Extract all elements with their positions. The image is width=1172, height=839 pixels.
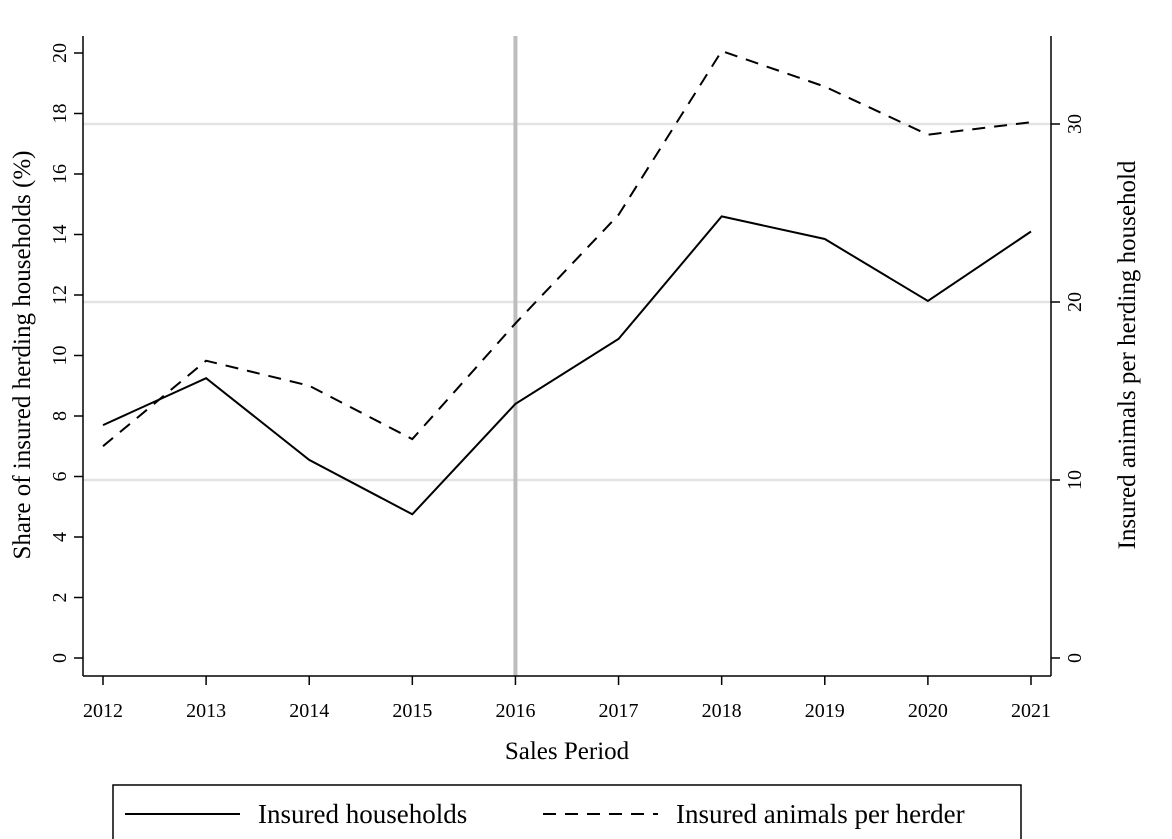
grid-layer [83, 122, 1051, 482]
y-left-tick-label: 2 [49, 593, 71, 603]
x-tick-label: 2013 [186, 700, 226, 722]
legend-label-insured-households: Insured households [258, 799, 467, 829]
y-left-tick-label: 6 [49, 472, 71, 482]
y-right-tick-label: 0 [1064, 653, 1086, 663]
y-left-tick-label: 12 [49, 285, 71, 305]
series-line-insured-animals [102, 49, 1032, 447]
legend-label-insured-animals: Insured animals per herder [676, 799, 965, 829]
legend: Insured households Insured animals per h… [112, 784, 1022, 839]
y-axis-right-title: Insured animals per herding household [1114, 160, 1141, 549]
legend-box [112, 784, 1022, 839]
x-tick-label: 2020 [908, 700, 948, 722]
x-tick-label: 2012 [83, 700, 123, 722]
y-left-tick-label: 18 [49, 104, 71, 124]
x-tick-label: 2021 [1011, 700, 1051, 722]
x-tick-label: 2018 [702, 700, 742, 722]
y-right-tick-label: 20 [1064, 292, 1086, 312]
y-left-tick-label: 8 [49, 411, 71, 421]
x-tick-label: 2014 [289, 700, 329, 722]
y-left-tick-label: 4 [49, 532, 71, 542]
y-right-tick-label: 30 [1064, 114, 1086, 134]
x-tick-label: 2017 [599, 700, 639, 722]
y-right-tick-label: 10 [1064, 470, 1086, 490]
y-left-tick-label: 0 [49, 653, 71, 663]
x-axis-title: Sales Period [505, 738, 630, 765]
y-axis-left-title: Share of insured herding households (%) [9, 151, 36, 560]
series-line-insured-households [102, 215, 1032, 516]
y-left-tick-label: 20 [49, 43, 71, 63]
x-tick-label: 2015 [392, 700, 432, 722]
y-left-tick-label: 14 [49, 225, 71, 245]
x-tick-label: 2016 [495, 700, 535, 722]
y-left-tick-label: 16 [49, 164, 71, 184]
axes-layer: 2012 2013 2014 2015 2016 2017 2018 2019 2020 2021… [49, 36, 1086, 722]
y-left-tick-label: 10 [49, 346, 71, 366]
series-layer [102, 49, 1032, 516]
x-tick-label: 2019 [805, 700, 845, 722]
